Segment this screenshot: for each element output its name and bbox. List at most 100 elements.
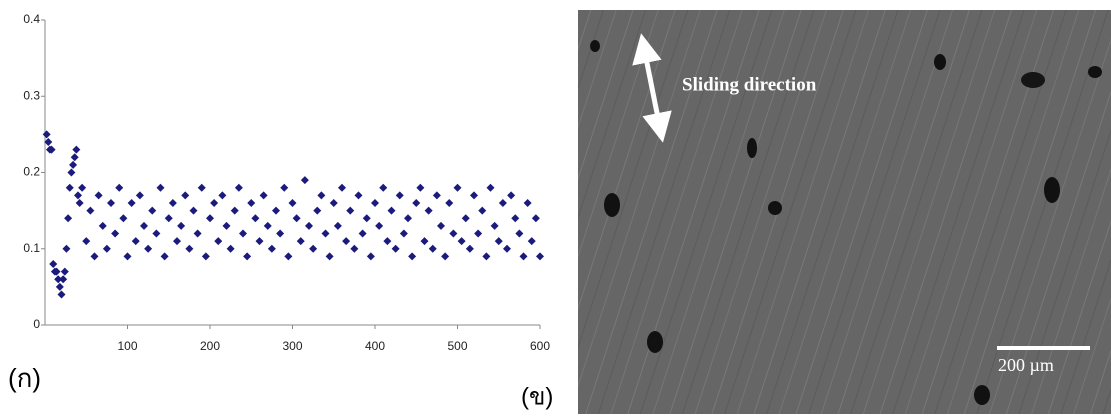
- direction-arrow: [632, 33, 672, 143]
- point: [255, 237, 264, 246]
- point: [536, 252, 544, 261]
- point: [251, 214, 260, 223]
- point: [474, 229, 483, 238]
- point: [74, 191, 82, 200]
- point: [383, 237, 392, 246]
- point: [267, 244, 276, 253]
- point: [494, 237, 503, 246]
- pit: [1088, 66, 1102, 78]
- point: [412, 199, 421, 207]
- point: [511, 214, 520, 223]
- point: [280, 183, 289, 192]
- x-tick-label: 200: [200, 339, 220, 353]
- point: [230, 206, 239, 215]
- point: [366, 252, 375, 261]
- point: [519, 252, 528, 261]
- pit: [974, 385, 990, 405]
- point: [507, 191, 516, 200]
- point: [57, 290, 66, 299]
- point: [156, 183, 165, 192]
- point: [67, 168, 76, 177]
- point: [391, 244, 400, 253]
- point: [284, 252, 293, 261]
- point: [193, 229, 202, 238]
- point: [52, 267, 61, 276]
- point: [321, 229, 330, 238]
- point: [432, 191, 441, 200]
- y-tick-label: 0: [33, 317, 40, 331]
- point: [276, 229, 285, 238]
- point: [98, 221, 107, 230]
- point: [49, 260, 58, 268]
- point: [470, 191, 478, 200]
- point: [309, 244, 318, 253]
- point: [54, 275, 63, 284]
- point: [482, 252, 491, 261]
- panel-label: (ก): [8, 363, 41, 393]
- point: [111, 229, 120, 238]
- point: [313, 206, 322, 215]
- point: [78, 183, 87, 192]
- point: [478, 206, 487, 215]
- point: [131, 237, 140, 246]
- point: [69, 160, 78, 169]
- point: [457, 237, 466, 246]
- x-tick-label: 500: [447, 339, 467, 353]
- point: [515, 229, 524, 238]
- point: [424, 206, 433, 215]
- point: [465, 244, 474, 253]
- point: [72, 145, 81, 154]
- pit: [647, 331, 663, 353]
- point: [185, 244, 194, 253]
- point: [206, 214, 214, 223]
- point: [177, 221, 186, 230]
- point: [65, 183, 74, 192]
- point: [387, 206, 396, 215]
- point: [503, 244, 511, 253]
- point: [214, 237, 223, 246]
- point: [523, 199, 532, 207]
- point: [325, 252, 334, 261]
- point: [59, 275, 68, 284]
- point: [173, 237, 181, 246]
- point: [342, 237, 351, 246]
- point: [127, 199, 136, 207]
- point: [42, 130, 51, 139]
- point: [210, 199, 219, 207]
- point: [234, 183, 243, 192]
- wear-tracks: [578, 10, 1111, 414]
- point: [288, 199, 297, 207]
- point: [60, 267, 69, 276]
- point: [148, 206, 157, 215]
- point: [379, 183, 388, 192]
- point: [90, 252, 99, 261]
- point: [329, 199, 338, 207]
- plot: 0 0.1 0.2 0.3 0.4 100 200 300 400 500 600: [23, 12, 550, 353]
- point: [47, 145, 56, 154]
- micrograph: Sliding direction 200 µm: [578, 10, 1111, 414]
- point: [82, 237, 91, 246]
- point: [201, 252, 210, 261]
- point: [226, 244, 235, 253]
- point: [259, 191, 268, 200]
- point: [160, 252, 169, 261]
- point: [441, 252, 450, 261]
- pit: [1021, 72, 1045, 88]
- point: [338, 183, 346, 192]
- point: [453, 183, 462, 192]
- point: [189, 206, 198, 215]
- point: [102, 244, 111, 253]
- point: [461, 214, 470, 223]
- point: [333, 221, 342, 230]
- point: [531, 214, 540, 223]
- point: [218, 191, 227, 200]
- y-tick-label: 0.2: [23, 165, 40, 179]
- point: [527, 237, 536, 246]
- point: [135, 191, 144, 200]
- point: [317, 191, 326, 200]
- x-tick-label: 100: [117, 339, 137, 353]
- point: [346, 206, 355, 215]
- point: [272, 206, 280, 215]
- point: [399, 229, 408, 238]
